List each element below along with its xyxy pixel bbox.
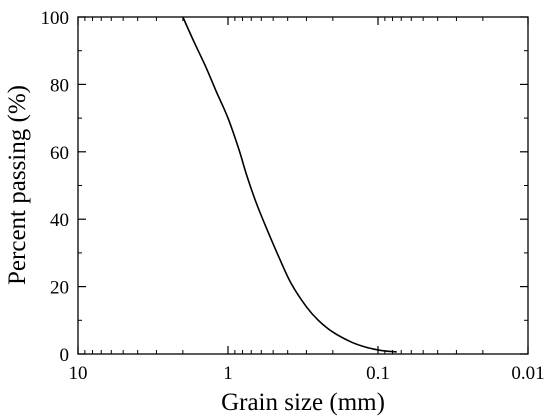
y-tick-label: 0: [60, 345, 70, 366]
plot-frame: [77, 16, 529, 355]
x-tick-label: 10: [69, 363, 88, 384]
y-tick-label: 60: [50, 143, 69, 164]
y-tick-label: 100: [41, 8, 70, 29]
x-tick-label: 0.01: [511, 363, 544, 384]
y-axis-title: Percent passing (%): [4, 85, 31, 285]
x-axis-title: Grain size (mm): [221, 389, 385, 416]
y-tick-label: 40: [50, 210, 69, 231]
tick-labels: 10 1 0.1 0.01 0 20 40 60 80 100: [41, 8, 545, 384]
y-tick-label: 80: [50, 75, 69, 96]
series-line: [182, 16, 397, 353]
x-tick-label: 0.1: [366, 363, 390, 384]
y-tick-label: 20: [50, 278, 69, 299]
x-tick-label: 1: [223, 363, 233, 384]
axis-ticks: [77, 16, 529, 355]
